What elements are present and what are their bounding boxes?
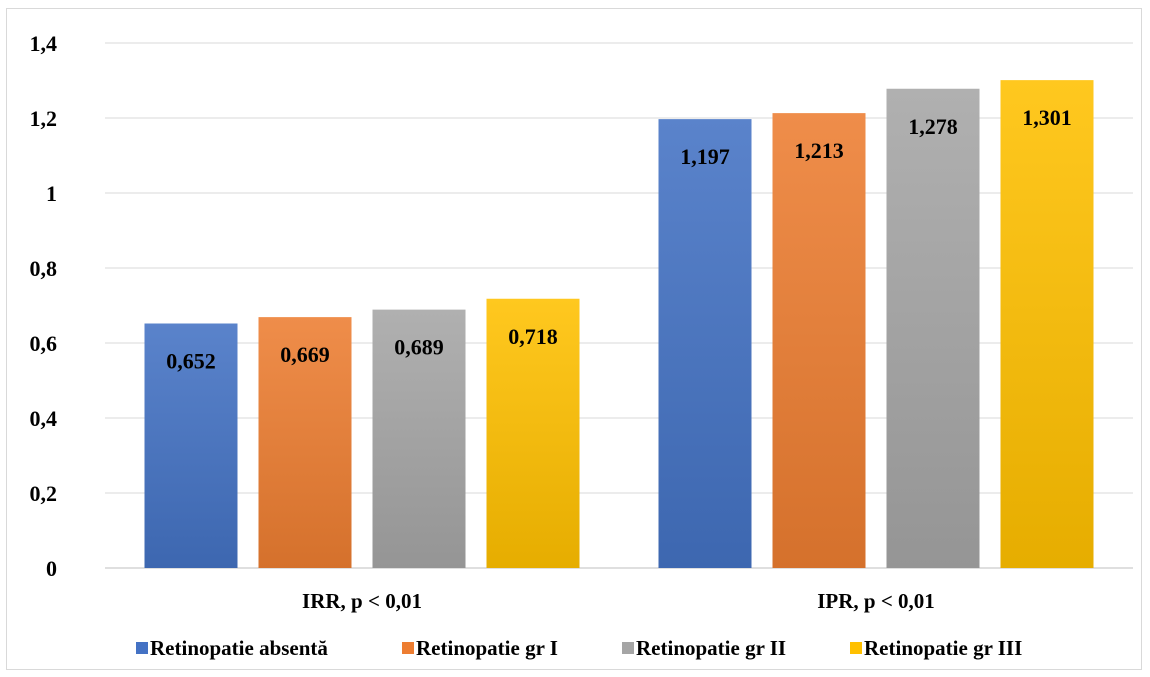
y-tick-label: 1 <box>46 181 57 206</box>
data-label: 1,301 <box>1022 105 1072 130</box>
y-tick-label: 1,2 <box>30 106 58 131</box>
data-label: 0,669 <box>280 342 330 367</box>
legend-label: Retinopatie gr II <box>636 636 786 660</box>
bar <box>772 113 866 568</box>
legend-label: Retinopatie gr III <box>864 636 1022 660</box>
y-tick-label: 0 <box>46 556 57 581</box>
bar <box>372 309 466 568</box>
data-label: 1,278 <box>908 114 958 139</box>
data-label: 0,718 <box>508 324 558 349</box>
bar <box>886 88 980 568</box>
bar <box>1000 80 1094 568</box>
legend-swatch <box>622 642 634 654</box>
bar <box>258 317 352 568</box>
y-tick-label: 0,2 <box>30 481 58 506</box>
y-tick-label: 1,4 <box>30 31 58 56</box>
bars <box>144 80 1094 568</box>
legend-swatch <box>402 642 414 654</box>
data-label: 0,689 <box>394 335 444 360</box>
legend-swatch <box>136 642 148 654</box>
bar <box>144 323 238 568</box>
x-axis-categories: IRR, p < 0,01 IPR, p < 0,01 <box>302 589 935 613</box>
x-category-label: IRR, p < 0,01 <box>302 589 422 613</box>
y-tick-label: 0,6 <box>30 331 58 356</box>
legend-label: Retinopatie absentă <box>150 636 328 660</box>
bar <box>486 298 580 568</box>
legend: Retinopatie absentă Retinopatie gr I Retin… <box>136 636 1022 660</box>
bar <box>658 119 752 568</box>
y-axis-ticks: 0 0,2 0,4 0,6 0,8 1 1,2 1,4 <box>30 31 58 581</box>
x-category-label: IPR, p < 0,01 <box>817 589 935 613</box>
y-tick-label: 0,4 <box>30 406 58 431</box>
legend-label: Retinopatie gr I <box>416 636 558 660</box>
legend-swatch <box>850 642 862 654</box>
data-labels: 0,652 0,669 0,689 0,718 1,197 1,213 1,278 1,301 <box>166 105 1072 373</box>
data-label: 0,652 <box>166 349 216 374</box>
data-label: 1,213 <box>794 138 844 163</box>
y-tick-label: 0,8 <box>30 256 58 281</box>
data-label: 1,197 <box>680 144 730 169</box>
